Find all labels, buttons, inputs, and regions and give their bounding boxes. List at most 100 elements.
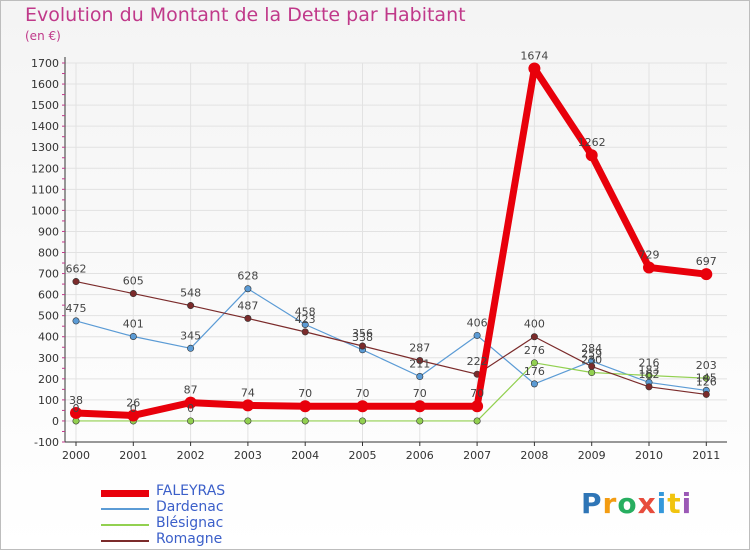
data-point [416, 357, 424, 365]
x-tick-label: 2000 [62, 449, 90, 462]
data-point [473, 417, 481, 425]
x-tick-label: 2007 [463, 449, 491, 462]
data-point [301, 321, 309, 329]
data-point [588, 362, 596, 370]
y-tick-label: 1500 [31, 99, 59, 112]
data-point [187, 302, 195, 310]
data-point [72, 317, 80, 325]
chart-legend: FALEYRAS Dardenac Blésignac Romagne [101, 483, 321, 549]
data-label: 26 [126, 396, 140, 409]
data-label: 222 [467, 355, 488, 368]
legend-item-dardenac[interactable]: Dardenac [101, 499, 321, 517]
series-line-romagne [75, 280, 707, 396]
data-label: 287 [409, 342, 430, 355]
data-point [244, 285, 252, 293]
data-point [358, 417, 366, 425]
y-tick-label: 1100 [31, 183, 59, 196]
data-label: 697 [696, 255, 717, 268]
data-label: 276 [524, 344, 545, 357]
proxiti-logo: Proxiti [581, 487, 693, 520]
data-label: 406 [467, 316, 488, 329]
data-label: 356 [352, 327, 373, 340]
legend-swatch [101, 540, 149, 542]
y-tick-label: 200 [38, 373, 59, 386]
data-point [588, 369, 596, 377]
data-label: 662 [66, 263, 87, 276]
data-point [241, 399, 254, 412]
y-tick-label: 100 [38, 394, 59, 407]
legend-swatch [101, 508, 149, 510]
legend-swatch [101, 524, 149, 526]
data-label: 475 [66, 302, 87, 315]
data-point [530, 333, 538, 341]
data-point [70, 406, 82, 419]
data-point [244, 417, 252, 425]
data-label: 458 [295, 306, 316, 319]
legend-item-romagne[interactable]: Romagne [101, 531, 321, 549]
legend-item-blesignac[interactable]: Blésignac [101, 515, 321, 533]
data-label: 345 [180, 329, 201, 342]
data-label: 203 [696, 359, 717, 372]
data-label: 70 [298, 387, 312, 400]
data-label: 1262 [578, 136, 606, 149]
y-tick-label: 800 [38, 247, 59, 260]
data-label: 70 [470, 387, 484, 400]
data-point [187, 344, 195, 352]
data-point [702, 390, 710, 398]
data-label: 284 [581, 342, 602, 355]
data-label: 145 [696, 371, 717, 384]
data-label: 628 [237, 270, 258, 283]
legend-swatch [101, 490, 149, 497]
legend-label: FALEYRAS [156, 483, 226, 499]
data-point [528, 62, 541, 75]
y-tick-label: 600 [38, 289, 59, 302]
data-label: 487 [237, 299, 258, 312]
legend-label: Blésignac [156, 515, 224, 531]
data-label: 338 [352, 331, 373, 344]
data-point [129, 333, 137, 341]
data-label: 0 [187, 402, 194, 415]
y-tick-label: 300 [38, 352, 59, 365]
data-label: 729 [639, 248, 660, 261]
y-tick-label: 400 [38, 331, 59, 344]
y-tick-label: 1300 [31, 141, 59, 154]
series-line-dardenac [75, 288, 707, 392]
data-point [700, 268, 713, 281]
data-point [643, 261, 655, 274]
data-point [585, 149, 598, 162]
x-tick-label: 2008 [520, 449, 548, 462]
legend-label: Dardenac [156, 499, 224, 515]
data-label: 70 [413, 387, 427, 400]
chart-title: Evolution du Montant de la Dette par Hab… [25, 4, 466, 26]
data-point [645, 371, 653, 379]
x-tick-label: 2002 [177, 449, 205, 462]
data-point [187, 417, 195, 425]
y-tick-label: 1000 [31, 204, 59, 217]
x-tick-label: 2001 [119, 449, 147, 462]
x-tick-label: 2005 [349, 449, 377, 462]
data-label: 0 [73, 402, 80, 415]
data-point [645, 383, 653, 391]
data-point [530, 359, 538, 367]
data-label: 230 [581, 354, 602, 367]
data-label: 423 [295, 313, 316, 326]
data-label: 0 [130, 402, 137, 415]
data-label: 211 [409, 358, 430, 371]
data-label: 176 [524, 365, 545, 378]
chart-subtitle: (en €) [25, 29, 61, 43]
data-point [301, 328, 309, 336]
y-tick-label: 0 [52, 415, 59, 428]
x-tick-label: 2011 [692, 449, 720, 462]
data-point [356, 400, 369, 413]
data-label: 183 [639, 363, 660, 376]
y-tick-label: -100 [34, 436, 59, 449]
y-tick-label: 1600 [31, 78, 59, 91]
legend-item-faleyras[interactable]: FALEYRAS [101, 483, 321, 501]
x-tick-label: 2009 [578, 449, 606, 462]
y-tick-label: 1400 [31, 120, 59, 133]
data-label: 162 [639, 368, 660, 381]
data-label: 74 [241, 386, 255, 399]
data-point [184, 396, 197, 409]
